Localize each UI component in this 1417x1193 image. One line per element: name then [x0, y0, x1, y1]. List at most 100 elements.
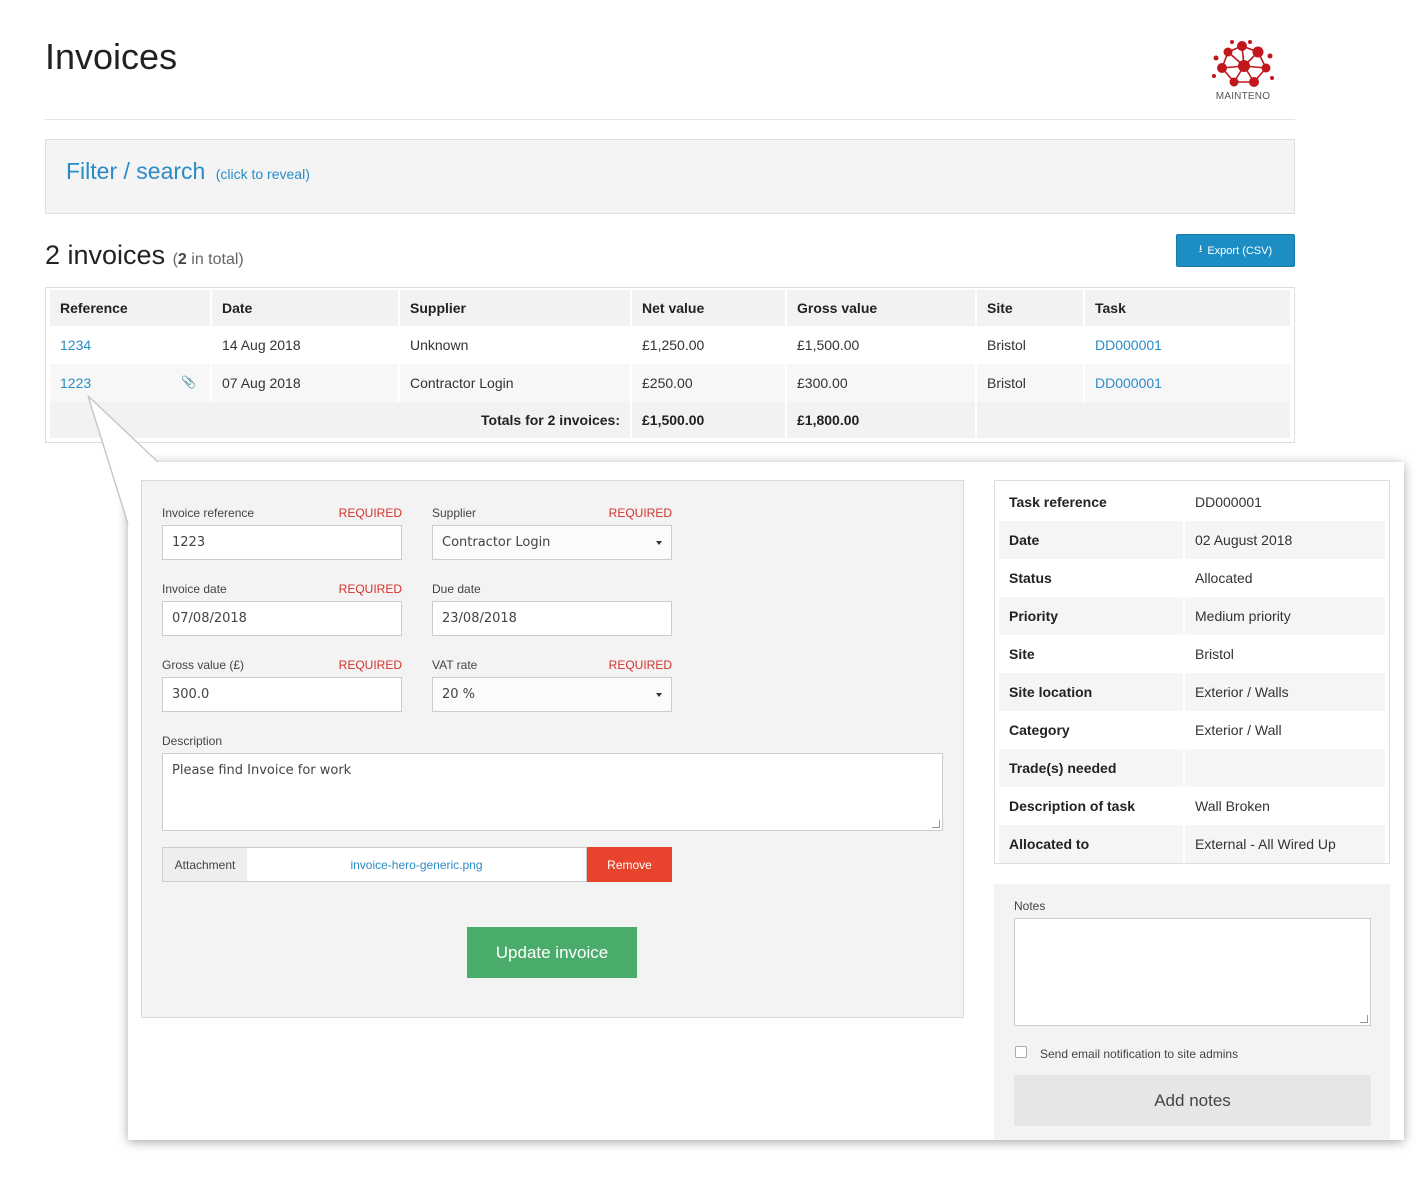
task-detail-key: Task reference [1009, 494, 1107, 510]
invoice-reference-link[interactable]: 1234 [60, 337, 92, 353]
vat-rate-label: VAT rate [432, 658, 478, 672]
notes-label: Notes [1014, 899, 1046, 913]
description-label: Description [162, 734, 223, 748]
invoices-table: Reference Date Supplier Net value Gross … [45, 287, 1295, 443]
invoice-site: Bristol [987, 337, 1026, 353]
email-notification-label[interactable]: Send email notification to site admins [1040, 1047, 1239, 1061]
task-detail-row: Description of task Wall Broken [999, 787, 1385, 825]
task-detail-key: Site location [999, 673, 1183, 711]
description-textarea[interactable]: Please find Invoice for work [162, 753, 943, 831]
filter-title: Filter / search [66, 158, 206, 184]
required-indicator: REQUIRED [338, 658, 402, 672]
totals-net: £1,500.00 [632, 402, 785, 438]
task-detail-row: Priority Medium priority [999, 597, 1385, 635]
attachment-file-link[interactable]: invoice-hero-generic.png [247, 847, 587, 882]
task-detail-row: Task reference DD000001 [999, 483, 1385, 521]
due-date-input[interactable]: 23/08/2018 [432, 601, 672, 636]
supplier-select-value: Contractor Login [442, 535, 551, 550]
required-indicator: REQUIRED [608, 506, 672, 520]
column-header-supplier[interactable]: Supplier [400, 290, 630, 326]
invoice-date-input[interactable]: 07/08/2018 [162, 601, 402, 636]
required-indicator: REQUIRED [608, 658, 672, 672]
caret-down-icon [656, 693, 662, 697]
task-detail-key: Priority [999, 597, 1183, 635]
totals-label: Totals for 2 invoices: [50, 402, 630, 438]
task-detail-value: External - All Wired Up [1185, 825, 1385, 863]
remove-attachment-button[interactable]: Remove [587, 847, 672, 882]
invoice-count-label: 2 invoices [45, 240, 166, 270]
invoice-task-link[interactable]: DD000001 [1095, 337, 1162, 353]
task-detail-value: Medium priority [1185, 597, 1385, 635]
invoice-total-note: (2 in total) [172, 251, 244, 268]
task-detail-row: Category Exterior / Wall [999, 711, 1385, 749]
task-detail-value: Exterior / Walls [1185, 673, 1385, 711]
task-detail-row: Site Bristol [999, 635, 1385, 673]
filter-hint: (click to reveal) [215, 166, 310, 182]
task-detail-row: Trade(s) needed [999, 749, 1385, 787]
table-row[interactable]: 1234 14 Aug 2018 Unknown £1,250.00 £1,50… [50, 326, 1290, 364]
logo-mark-icon [1212, 40, 1274, 87]
page-title: Invoices [45, 36, 178, 77]
export-csv-button[interactable]: ⭳ Export (CSV) [1176, 234, 1295, 267]
attachment-label: Attachment [162, 847, 248, 882]
invoice-net: £250.00 [632, 364, 785, 402]
header-divider [45, 119, 1295, 120]
task-detail-row: Status Allocated [999, 559, 1385, 597]
column-header-reference[interactable]: Reference [50, 290, 210, 326]
task-detail-value: Wall Broken [1195, 798, 1270, 814]
task-detail-row: Site location Exterior / Walls [999, 673, 1385, 711]
caret-down-icon [656, 541, 662, 545]
task-detail-row: Allocated to External - All Wired Up [999, 825, 1385, 863]
invoice-reference-label: Invoice reference [162, 506, 255, 520]
invoice-detail-callout: Invoice reference REQUIRED 1223 Supplier… [128, 462, 1404, 1140]
filter-toggle[interactable]: Filter / search (click to reveal) [66, 158, 310, 185]
task-detail-row: Date 02 August 2018 [999, 521, 1385, 559]
invoice-supplier: Contractor Login [400, 364, 630, 402]
totals-gross: £1,800.00 [787, 402, 975, 438]
task-detail-key: Site [1009, 646, 1035, 662]
invoices-header-row: Reference Date Supplier Net value Gross … [50, 290, 1290, 326]
task-detail-value [1185, 749, 1385, 787]
column-header-task[interactable]: Task [1085, 290, 1290, 326]
totals-empty [977, 402, 1290, 438]
invoice-net: £1,250.00 [642, 337, 705, 353]
totals-row: Totals for 2 invoices: £1,500.00 £1,800.… [50, 402, 1290, 438]
invoice-reference-input[interactable]: 1223 [162, 525, 402, 560]
notes-textarea[interactable] [1014, 918, 1371, 1026]
description-text: Please find Invoice for work [172, 763, 352, 778]
task-detail-value: Exterior / Wall [1195, 722, 1282, 738]
task-detail-key: Description of task [1009, 798, 1136, 814]
task-detail-value: 02 August 2018 [1185, 521, 1385, 559]
invoice-task-link[interactable]: DD000001 [1095, 375, 1162, 391]
column-header-site[interactable]: Site [977, 290, 1083, 326]
task-detail-value: Allocated [1195, 570, 1253, 586]
edit-invoice-form: Invoice reference REQUIRED 1223 Supplier… [141, 480, 964, 1018]
invoice-supplier: Unknown [410, 337, 469, 353]
supplier-select[interactable]: Contractor Login [432, 525, 672, 560]
invoice-date: 14 Aug 2018 [222, 337, 301, 353]
vat-rate-select-value: 20 % [442, 687, 476, 702]
vat-rate-select[interactable]: 20 % [432, 677, 672, 712]
invoice-date: 07 Aug 2018 [212, 364, 398, 402]
email-notification-checkbox[interactable] [1015, 1046, 1027, 1058]
task-detail-key: Date [999, 521, 1183, 559]
required-indicator: REQUIRED [338, 506, 402, 520]
resize-handle-icon[interactable] [1360, 1015, 1368, 1023]
table-row[interactable]: 1223 📎 07 Aug 2018 Contractor Login £250.… [50, 364, 1290, 402]
logo-text: MAINTENO [1215, 91, 1271, 102]
column-header-date[interactable]: Date [212, 290, 398, 326]
task-detail-value: DD000001 [1195, 494, 1262, 510]
gross-value-input[interactable]: 300.0 [162, 677, 402, 712]
invoice-total-count: 2 [177, 251, 187, 268]
update-invoice-button[interactable]: Update invoice [467, 927, 637, 978]
column-header-gross-value[interactable]: Gross value [787, 290, 975, 326]
column-header-net-value[interactable]: Net value [632, 290, 785, 326]
task-detail-key: Trade(s) needed [999, 749, 1183, 787]
task-detail-key: Category [1009, 722, 1070, 738]
supplier-label: Supplier [432, 506, 477, 520]
invoice-reference-link[interactable]: 1223 [60, 375, 92, 391]
add-notes-button[interactable]: Add notes [1014, 1075, 1371, 1126]
resize-handle-icon[interactable] [932, 820, 940, 828]
filter-panel[interactable]: Filter / search (click to reveal) [45, 139, 1295, 214]
mainteno-logo: MAINTENO [1208, 38, 1278, 102]
